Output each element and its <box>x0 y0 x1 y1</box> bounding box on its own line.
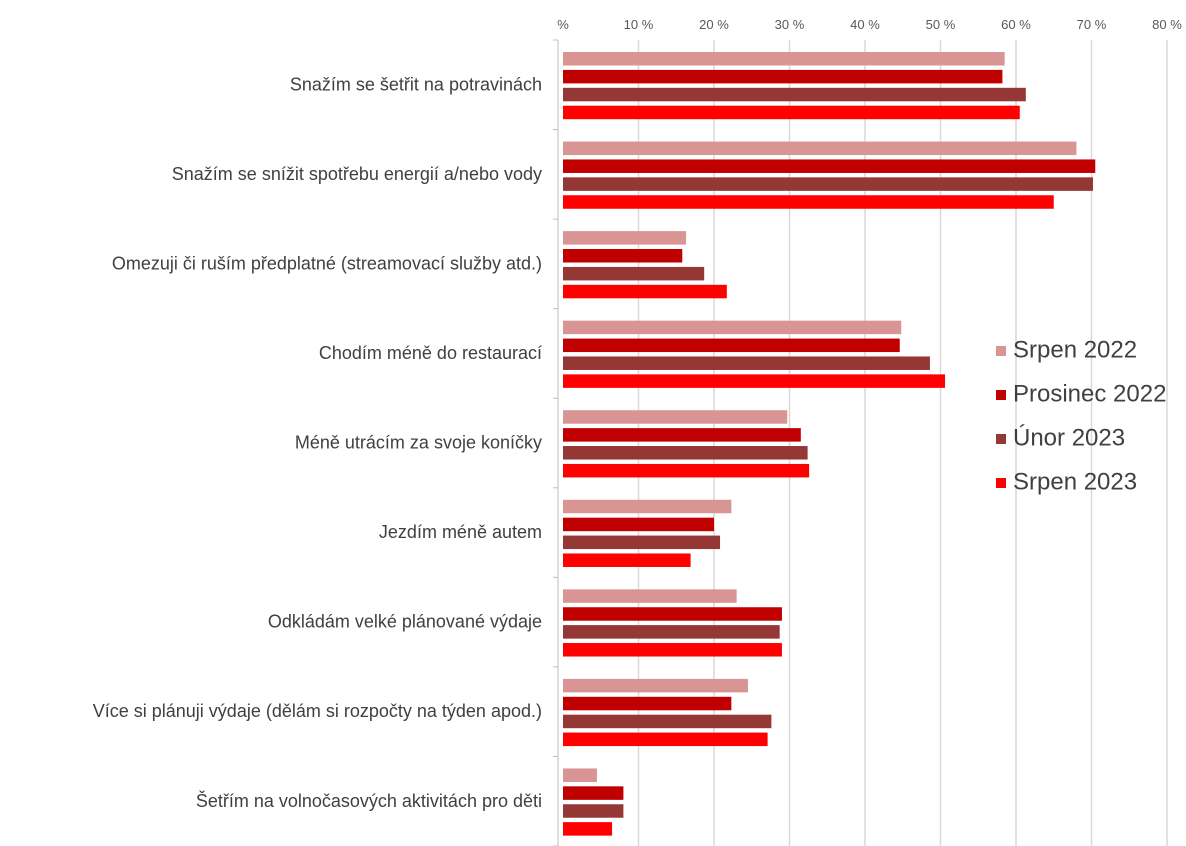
bar <box>563 589 737 603</box>
bar <box>563 266 705 281</box>
bar <box>563 320 902 335</box>
bar <box>563 249 683 263</box>
bar <box>563 643 782 657</box>
bar <box>563 625 780 639</box>
bar-series <box>563 52 1096 836</box>
legend-label: Srpen 2023 <box>1013 468 1137 495</box>
bar <box>563 732 768 747</box>
bar <box>563 822 613 836</box>
bar <box>563 105 1020 120</box>
x-tick-label: 10 % <box>624 17 654 32</box>
x-tick-label: % <box>557 17 569 32</box>
bar <box>563 768 597 782</box>
bar <box>563 141 1077 156</box>
category-label: Chodím méně do restaurací <box>319 343 542 363</box>
legend-swatch <box>996 346 1006 356</box>
bar <box>563 338 900 353</box>
bar <box>563 804 624 818</box>
bar <box>563 374 946 388</box>
bar <box>563 87 1026 102</box>
legend-label: Srpen 2022 <box>1013 336 1137 363</box>
bar <box>563 535 721 550</box>
category-label: Snažím se snížit spotřebu energií a/nebo… <box>172 164 542 184</box>
bar <box>563 463 810 478</box>
bar <box>563 177 1094 191</box>
bar <box>563 52 1005 66</box>
legend-swatch <box>996 434 1006 444</box>
bar <box>563 195 1054 209</box>
legend-label: Prosinec 2022 <box>1013 380 1166 407</box>
x-tick-label: 70 % <box>1077 17 1107 32</box>
x-axis-tick-labels: % 10 % 20 % 30 % 40 % 50 % 60 % 70 % 80 % <box>557 17 1182 32</box>
bar <box>563 159 1096 173</box>
x-tick-label: 30 % <box>775 17 805 32</box>
category-labels: Snažím se šetřit na potravinách Snažím se… <box>93 74 542 810</box>
x-tick-label: 20 % <box>699 17 729 32</box>
legend: Srpen 2022 Prosinec 2022 Únor 2023 Srpen 20… <box>996 336 1166 495</box>
bar <box>563 284 727 299</box>
bar <box>563 714 772 729</box>
legend-label: Únor 2023 <box>1013 424 1125 451</box>
bar <box>563 69 1003 84</box>
bar <box>563 356 930 370</box>
bar <box>563 410 788 424</box>
x-tick-label: 60 % <box>1001 17 1031 32</box>
category-label: Odkládám velké plánované výdaje <box>268 612 542 632</box>
category-label: Šetřím na volnočasových aktivitách pro d… <box>196 790 542 811</box>
bar <box>563 696 732 711</box>
bar <box>563 428 801 442</box>
legend-swatch <box>996 390 1006 400</box>
x-tick-label: 80 % <box>1152 17 1182 32</box>
category-label: Více si plánuji výdaje (dělám si rozpočt… <box>93 701 542 721</box>
gridlines <box>553 39 1168 846</box>
bar <box>563 231 687 245</box>
bar <box>563 517 714 532</box>
bar <box>563 553 691 567</box>
legend-swatch <box>996 478 1006 488</box>
category-label: Jezdím méně autem <box>379 522 542 542</box>
x-tick-label: 50 % <box>926 17 956 32</box>
category-label: Omezuji či ruším předplatné (streamovací… <box>112 253 542 273</box>
category-label: Méně utrácím za svoje koníčky <box>295 433 542 453</box>
bar <box>563 786 624 800</box>
bar <box>563 607 782 621</box>
x-tick-label: 40 % <box>850 17 880 32</box>
bar <box>563 678 748 693</box>
category-label: Snažím se šetřit na potravinách <box>290 74 542 94</box>
bar <box>563 446 808 460</box>
bar <box>563 499 732 514</box>
